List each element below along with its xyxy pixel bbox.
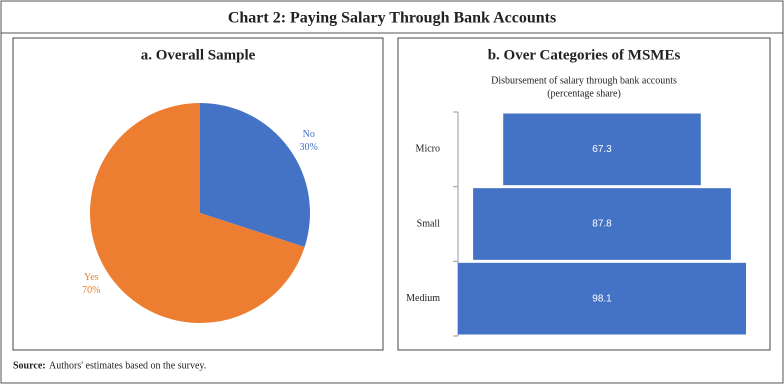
panel-title: b. Over Categories of MSMEs (488, 47, 681, 63)
subtitle: (percentage share) (547, 88, 621, 99)
value-label: 87.8 (592, 219, 612, 230)
slice-label: Yes (84, 272, 99, 283)
pie-slice (200, 103, 310, 247)
bar (473, 188, 731, 260)
value-label: 67.3 (592, 144, 612, 155)
category-label: Medium (406, 293, 440, 304)
category-label: Small (417, 218, 441, 229)
value-label: 98.1 (592, 293, 612, 304)
figure-title: Chart 2: Paying Salary Through Bank Acco… (228, 10, 556, 27)
slice-value: 30% (300, 142, 318, 153)
slice-label: No (303, 129, 315, 140)
source-text: Authors' estimates based on the survey. (49, 360, 206, 371)
panel-b (397, 37, 771, 351)
bar (503, 113, 701, 186)
category-label: Micro (416, 144, 440, 155)
panel-a (12, 37, 384, 351)
source-label: Source: (13, 360, 46, 371)
subtitle: Disbursement of salary through bank acco… (491, 75, 677, 86)
slice-value: 70% (82, 285, 100, 296)
bar (458, 262, 746, 335)
panel-title: a. Overall Sample (141, 47, 256, 63)
pie-slice (89, 103, 305, 323)
